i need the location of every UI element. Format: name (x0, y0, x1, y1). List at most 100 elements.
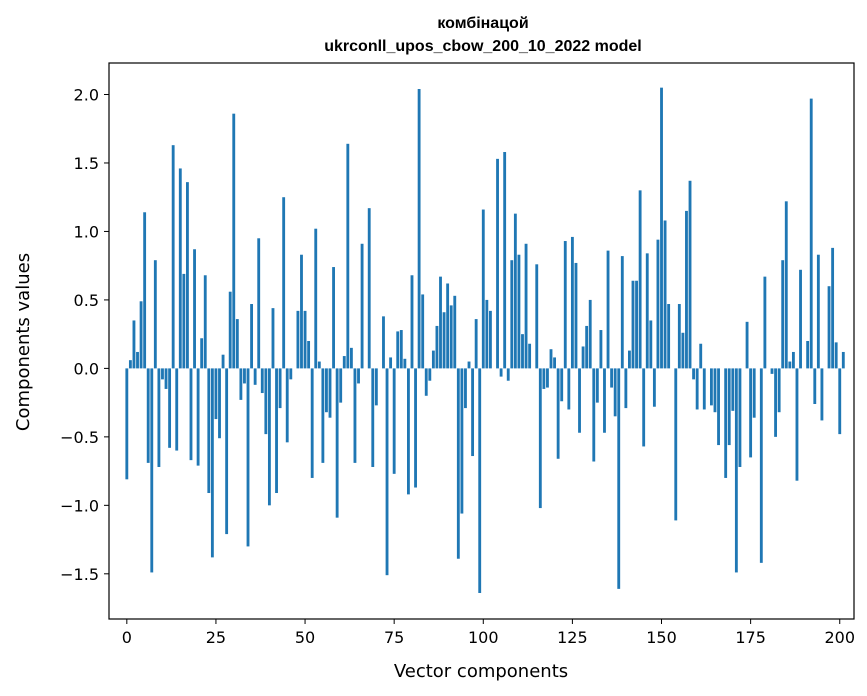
bar (759, 368, 763, 563)
bar (357, 368, 360, 384)
bar (485, 299, 489, 369)
bar (435, 325, 439, 369)
bar (136, 351, 139, 369)
x-tick-label: 50 (295, 628, 315, 647)
bar (585, 325, 589, 369)
bar (717, 368, 720, 446)
bar (563, 241, 567, 369)
bar (303, 310, 307, 369)
bar (467, 361, 471, 369)
bar (709, 368, 713, 406)
bar (307, 341, 311, 369)
bar (203, 275, 207, 369)
bar (296, 310, 300, 369)
x-axis-ticks: 0 25 50 75 100 125 150 175 200 (122, 619, 855, 647)
bar (385, 368, 389, 576)
bar (656, 239, 660, 369)
bar (414, 368, 417, 488)
bar (695, 368, 699, 410)
y-tick-label: 0.0 (74, 359, 99, 378)
bar (535, 264, 539, 369)
bar (424, 368, 428, 396)
bar (267, 368, 271, 506)
bar (813, 368, 817, 404)
bar (175, 368, 179, 451)
x-tick-label: 175 (735, 628, 766, 647)
bar (503, 152, 507, 369)
bar (734, 368, 738, 573)
bar (146, 368, 150, 463)
bar (685, 210, 688, 369)
bar (677, 304, 681, 369)
bar (613, 368, 617, 417)
bar (228, 291, 232, 369)
x-tick-label: 125 (557, 628, 588, 647)
y-axis-ticks: −1.5 −1.0 −0.5 0.0 0.5 1.0 1.5 2.0 (60, 85, 109, 584)
chart-title-line1: комбінацой (437, 15, 528, 32)
bar (164, 368, 168, 389)
bar (446, 283, 450, 369)
bar (774, 368, 777, 437)
bar (528, 343, 532, 369)
bar (599, 330, 603, 369)
bar (399, 330, 403, 369)
bar (606, 250, 610, 369)
bar (310, 368, 314, 478)
bar (752, 368, 756, 418)
bar (702, 368, 706, 410)
bar (738, 368, 742, 467)
bar (453, 295, 457, 369)
bar (282, 197, 286, 369)
bar (161, 368, 164, 380)
bar (317, 361, 321, 369)
bar (421, 294, 425, 369)
bar (574, 262, 578, 369)
x-tick-label: 100 (468, 628, 499, 647)
bar (325, 368, 328, 413)
bar (496, 158, 499, 369)
bar (367, 208, 371, 369)
bar (603, 368, 606, 433)
bar (374, 368, 378, 406)
bar (439, 276, 442, 369)
bar (474, 319, 478, 369)
x-tick-label: 200 (824, 628, 855, 647)
bar (521, 334, 524, 369)
bar (724, 368, 728, 478)
bar (642, 368, 646, 447)
bar (784, 201, 788, 369)
bar (218, 368, 221, 439)
bar (232, 113, 236, 369)
bar (831, 247, 835, 369)
bar (592, 368, 596, 462)
bar (688, 180, 692, 369)
bar (770, 368, 774, 374)
bar (560, 368, 564, 402)
bar (382, 316, 385, 369)
bar (171, 145, 175, 369)
x-tick-label: 0 (122, 628, 132, 647)
bar (189, 368, 193, 461)
bar (638, 190, 642, 369)
bar (645, 253, 649, 369)
bar (186, 182, 189, 369)
bar (214, 368, 218, 420)
bars-group (125, 87, 845, 593)
bar (132, 320, 136, 369)
bar (410, 275, 414, 369)
bar (652, 368, 656, 407)
y-tick-label: 1.0 (74, 222, 99, 241)
bar (553, 357, 556, 369)
bar (581, 346, 585, 369)
bar (456, 368, 460, 559)
bar (207, 368, 211, 494)
bar (763, 276, 767, 369)
bar (182, 273, 186, 369)
bar (649, 320, 653, 369)
bar (692, 368, 696, 380)
x-tick-label: 25 (206, 628, 226, 647)
bar (517, 254, 521, 369)
bar (253, 368, 257, 385)
bar (342, 356, 346, 369)
bar (157, 368, 161, 467)
